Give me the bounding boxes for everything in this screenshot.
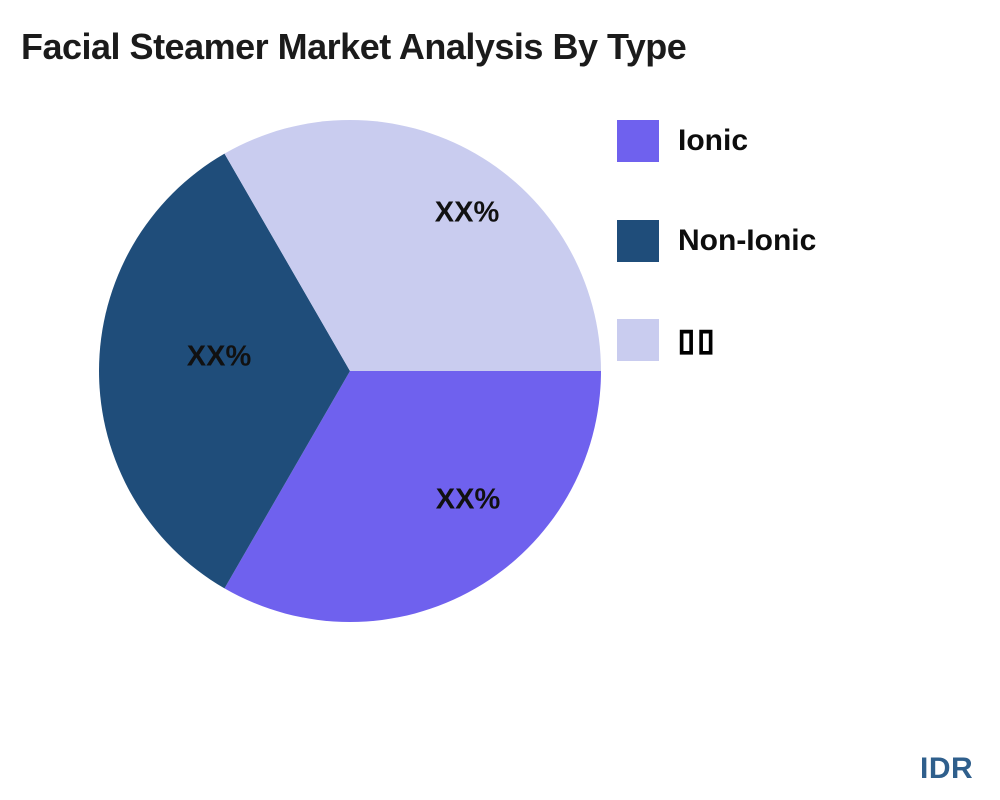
legend-item-ionic: Ionic [617,120,748,162]
legend-label-non-ionic: Non-Ionic [678,224,817,257]
legend-item-third: ▯▯ [617,319,717,361]
pie-slice-label-non-ionic: XX% [186,340,252,373]
legend-swatch-third [617,319,659,361]
pie-slice-label-ionic: XX% [435,483,501,516]
brand-watermark-idr: IDR [920,752,974,785]
legend-item-non-ionic: Non-Ionic [617,220,816,262]
pie-slice-2 [224,120,601,371]
legend-label-ionic: Ionic [678,124,749,157]
pie-slice-0 [224,371,601,622]
pie-slice-1 [99,153,350,589]
legend-label-third-missing-glyphs: ▯▯ [677,322,718,359]
legend-swatch-ionic [617,120,659,162]
legend-swatch-non-ionic [617,220,659,262]
pie-slice-label-third: XX% [434,196,500,229]
chart-title: Facial Steamer Market Analysis By Type [21,26,687,67]
